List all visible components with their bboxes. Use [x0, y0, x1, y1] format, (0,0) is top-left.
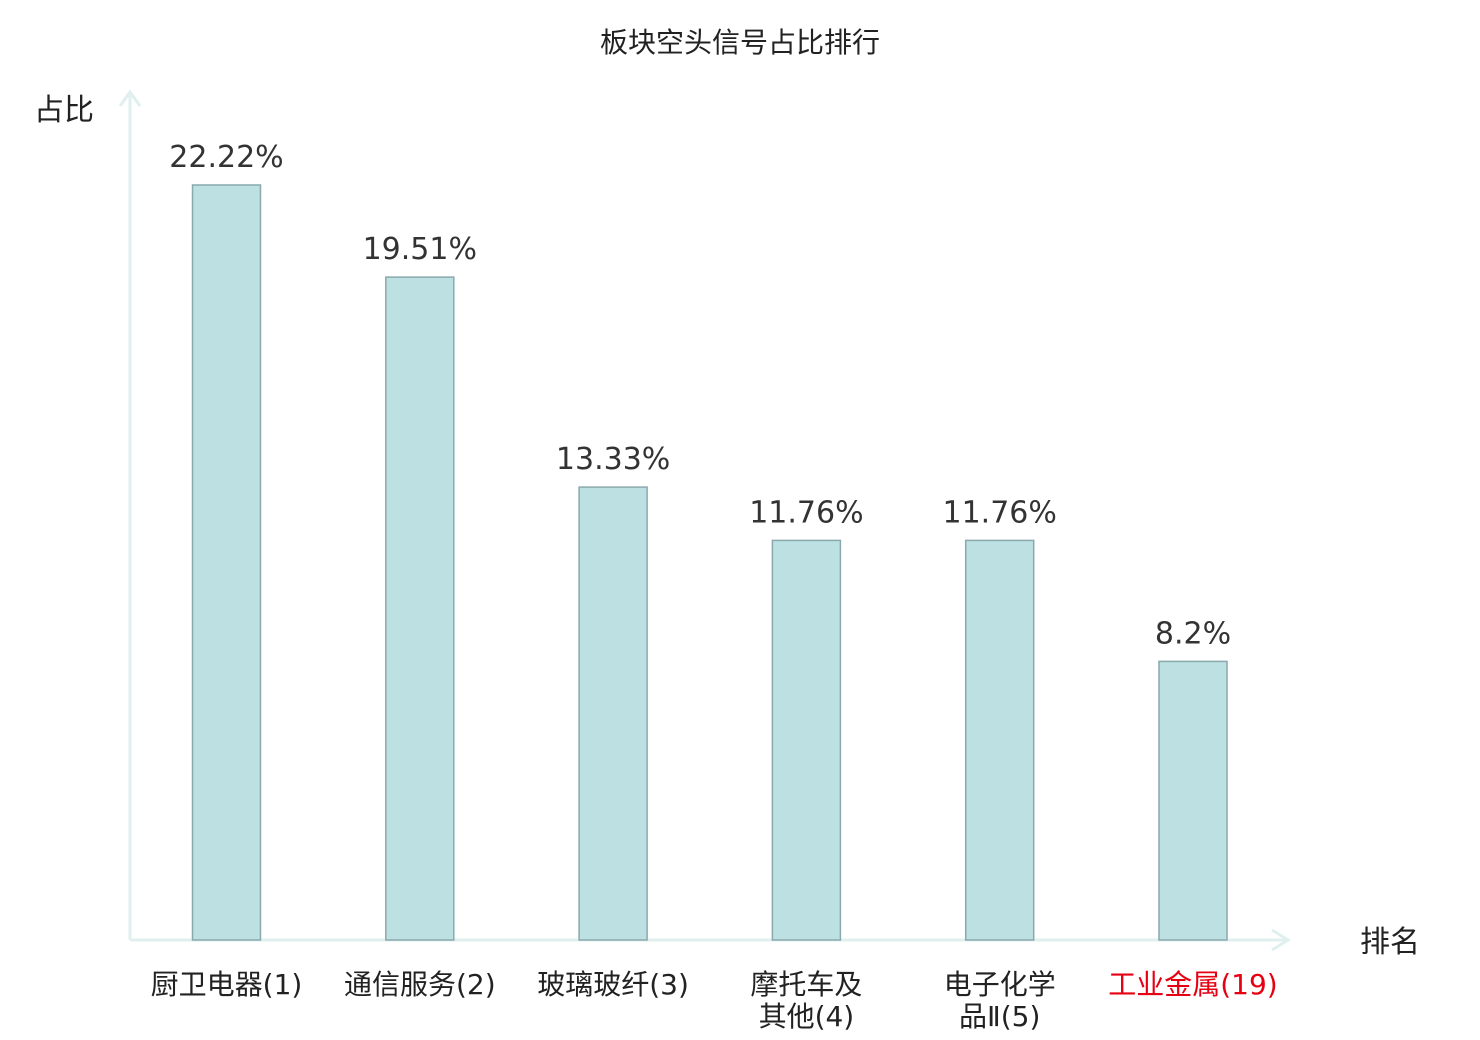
- bar: [578, 486, 648, 941]
- category-label-line: 玻璃玻纤(3): [537, 968, 689, 1001]
- bar: [191, 184, 262, 941]
- category-labels: 厨卫电器(1) 通信服务(2) 玻璃玻纤(3) 摩托车及其他(4) 电子化学品Ⅱ(5) 工…: [151, 968, 1278, 1033]
- value-label: 8.2%: [1155, 616, 1231, 651]
- category-label: 玻璃玻纤(3): [537, 968, 689, 1001]
- x-axis: 排名: [130, 925, 1420, 960]
- chart-title: 板块空头信号占比排行: [600, 26, 880, 59]
- bar: [964, 539, 1035, 941]
- bar: [771, 539, 842, 941]
- category-label-line: 摩托车及: [750, 968, 862, 1001]
- category-label: 摩托车及其他(4): [750, 968, 862, 1033]
- y-axis-label: 占比: [34, 93, 94, 128]
- value-label: 22.22%: [169, 140, 283, 175]
- bar-series: [191, 184, 1228, 941]
- category-label: 工业金属(19): [1108, 968, 1277, 1001]
- x-axis-label: 排名: [1360, 925, 1420, 960]
- value-label: 13.33%: [556, 442, 670, 477]
- y-axis-arrow-icon: [118, 89, 142, 107]
- y-axis: 占比: [34, 89, 142, 940]
- value-label: 19.51%: [363, 232, 477, 267]
- category-label-line: 厨卫电器(1): [151, 968, 303, 1001]
- category-label-line: 电子化学: [944, 968, 1056, 1001]
- category-label: 通信服务(2): [344, 968, 496, 1001]
- bar: [385, 276, 455, 941]
- value-label: 11.76%: [749, 495, 863, 530]
- category-label: 电子化学品Ⅱ(5): [944, 968, 1056, 1033]
- category-label: 厨卫电器(1): [151, 968, 303, 1001]
- category-label-line: 其他(4): [759, 1000, 855, 1033]
- value-label: 11.76%: [943, 495, 1057, 530]
- category-label-line: 通信服务(2): [344, 968, 496, 1001]
- value-labels: 22.22% 19.51% 13.33% 11.76% 11.76% 8.2%: [169, 140, 1231, 651]
- bar: [1158, 660, 1228, 941]
- category-label-line: 品Ⅱ(5): [959, 1000, 1040, 1033]
- category-label-line: 工业金属(19): [1108, 968, 1277, 1001]
- x-axis-arrow-icon: [1271, 928, 1291, 952]
